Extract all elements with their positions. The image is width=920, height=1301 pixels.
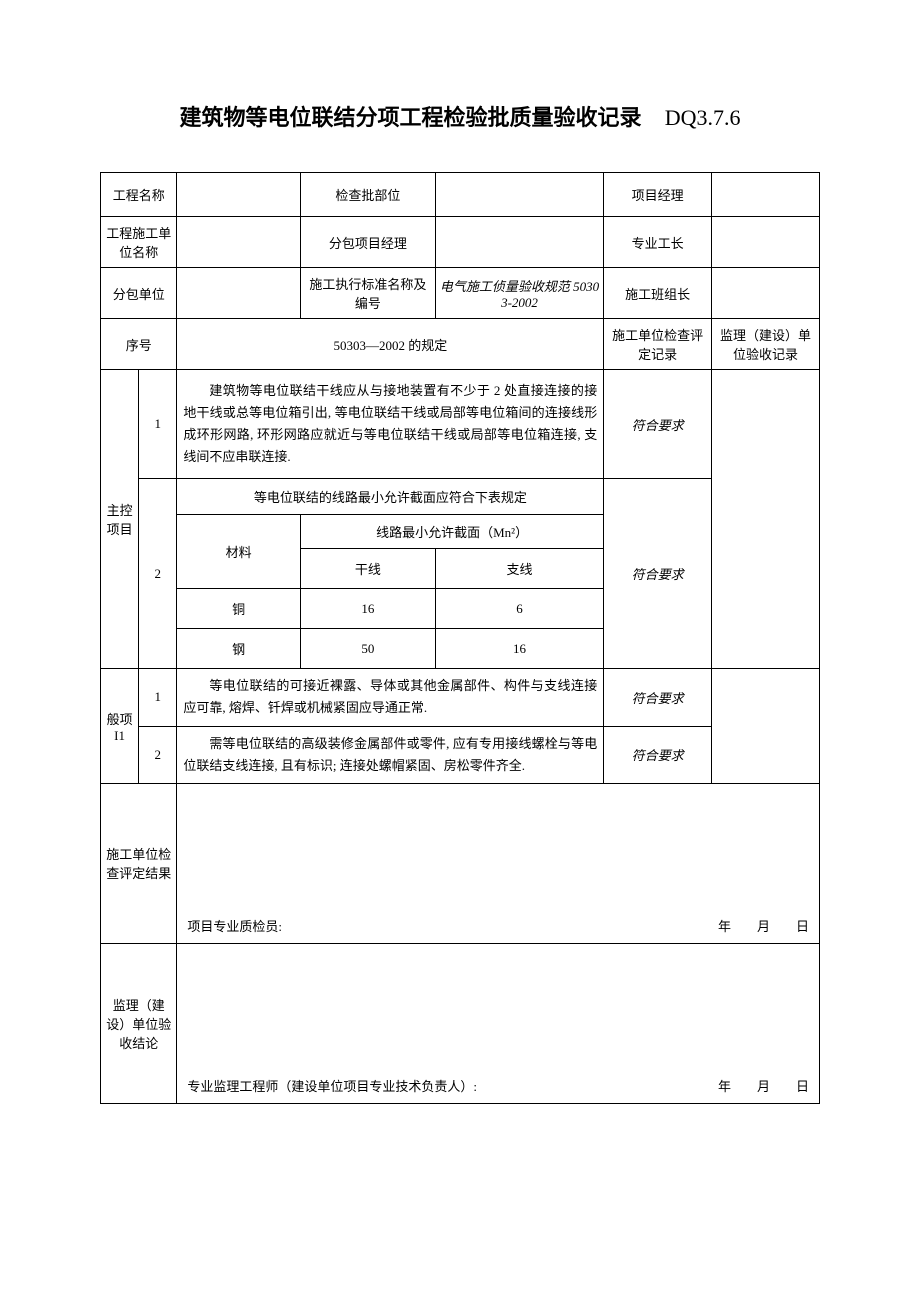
- value-construction-unit: [177, 217, 301, 268]
- mat-steel: 钢: [177, 629, 301, 669]
- document-title: 建筑物等电位联结分项工程检验批质量验收记录: [179, 100, 641, 132]
- val-steel-branch: 16: [435, 629, 604, 669]
- table-row: 工程施工单位名称 分包项目经理 专业工长: [101, 217, 820, 268]
- date-supervisor: 年 月 日: [718, 1076, 809, 1095]
- label-foreman: 专业工长: [604, 217, 712, 268]
- label-eval-record: 施工单位检查评定记录: [604, 319, 712, 370]
- sub-header-section: 线路最小允许截面（Mn²）: [300, 515, 603, 549]
- signer-qc: 项目专业质检员:: [187, 916, 282, 935]
- table-row: 序号 50303—2002 的规定 施工单位检查评定记录 监理（建设）单位验收记…: [101, 319, 820, 370]
- sub-header-material: 材料: [177, 515, 301, 589]
- value-project-manager: [712, 173, 820, 217]
- label-supervisor-record: 监理（建设）单位验收记录: [712, 319, 820, 370]
- general-item1-no: 1: [139, 669, 177, 726]
- footer-eval-sig: 项目专业质检员: 年 月 日: [177, 783, 820, 943]
- signer-supervisor: 专业监理工程师（建设单位项目专业技术负责人）:: [187, 1076, 477, 1095]
- table-row: 主控项目 1 建筑物等电位联结干线应从与接地装置有不少于 2 处直接连接的接地干…: [101, 370, 820, 479]
- mat-copper: 铜: [177, 589, 301, 629]
- general-item2-no: 2: [139, 726, 177, 783]
- label-project-name: 工程名称: [101, 173, 177, 217]
- table-row: 施工单位检查评定结果 项目专业质检员: 年 月 日: [101, 783, 820, 943]
- main-section-label: 主控项目: [101, 370, 139, 669]
- general-item2-spec: 需等电位联结的高级装修金属部件或零件, 应有专用接线螺栓与等电位联结支线连接, …: [177, 726, 604, 783]
- value-project-name: [177, 173, 301, 217]
- general-item2-eval: 符合要求: [604, 726, 712, 783]
- value-standard: 电气施工侦量验收规范 50303-2002: [435, 268, 604, 319]
- general-item1-eval: 符合要求: [604, 669, 712, 726]
- footer-eval-label: 施工单位检查评定结果: [101, 783, 177, 943]
- label-subcontractor: 分包单位: [101, 268, 177, 319]
- label-batch-location: 检查批部位: [300, 173, 435, 217]
- col-branch-line: 支线: [435, 549, 604, 589]
- value-foreman: [712, 217, 820, 268]
- val-steel-main: 50: [300, 629, 435, 669]
- table-row: 般项I1 1 等电位联结的可接近裸露、导体或其他金属部件、构件与支线连接应可靠,…: [101, 669, 820, 726]
- label-construction-unit: 工程施工单位名称: [101, 217, 177, 268]
- main-item2-intro: 等电位联结的线路最小允许截面应符合下表规定: [177, 479, 604, 515]
- footer-supervisor-label: 监理（建设）单位验收结论: [101, 943, 177, 1103]
- main-item2-eval: 符合要求: [604, 479, 712, 669]
- general-item1-spec: 等电位联结的可接近裸露、导体或其他金属部件、构件与支线连接应可靠, 熔焊、钎焊或…: [177, 669, 604, 726]
- val-copper-main: 16: [300, 589, 435, 629]
- table-row: 分包单位 施工执行标准名称及编号 电气施工侦量验收规范 50303-2002 施…: [101, 268, 820, 319]
- main-item1-no: 1: [139, 370, 177, 479]
- label-standard: 施工执行标准名称及编号: [300, 268, 435, 319]
- main-item2-no: 2: [139, 479, 177, 669]
- label-project-manager: 项目经理: [604, 173, 712, 217]
- main-item1-spec: 建筑物等电位联结干线应从与接地装置有不少于 2 处直接连接的接地干线或总等电位箱…: [177, 370, 604, 479]
- col-main-line: 干线: [300, 549, 435, 589]
- value-subcontractor: [177, 268, 301, 319]
- document-code: DQ3.7.6: [665, 105, 741, 131]
- inspection-table: 工程名称 检查批部位 项目经理 工程施工单位名称 分包项目经理 专业工长 分包单…: [100, 172, 820, 1104]
- document-title-row: 建筑物等电位联结分项工程检验批质量验收记录 DQ3.7.6: [100, 100, 820, 132]
- main-item1-eval: 符合要求: [604, 370, 712, 479]
- value-team-leader: [712, 268, 820, 319]
- value-sub-pm: [435, 217, 604, 268]
- label-sub-pm: 分包项目经理: [300, 217, 435, 268]
- table-row: 工程名称 检查批部位 项目经理: [101, 173, 820, 217]
- main-supervisor-cell: [712, 370, 820, 669]
- value-batch-location: [435, 173, 604, 217]
- label-regulation: 50303—2002 的规定: [177, 319, 604, 370]
- footer-supervisor-sig: 专业监理工程师（建设单位项目专业技术负责人）: 年 月 日: [177, 943, 820, 1103]
- general-supervisor-cell: [712, 669, 820, 783]
- table-row: 监理（建设）单位验收结论 专业监理工程师（建设单位项目专业技术负责人）: 年 月…: [101, 943, 820, 1103]
- val-copper-branch: 6: [435, 589, 604, 629]
- label-seq: 序号: [101, 319, 177, 370]
- date-qc: 年 月 日: [718, 916, 809, 935]
- general-section-label: 般项I1: [101, 669, 139, 783]
- label-team-leader: 施工班组长: [604, 268, 712, 319]
